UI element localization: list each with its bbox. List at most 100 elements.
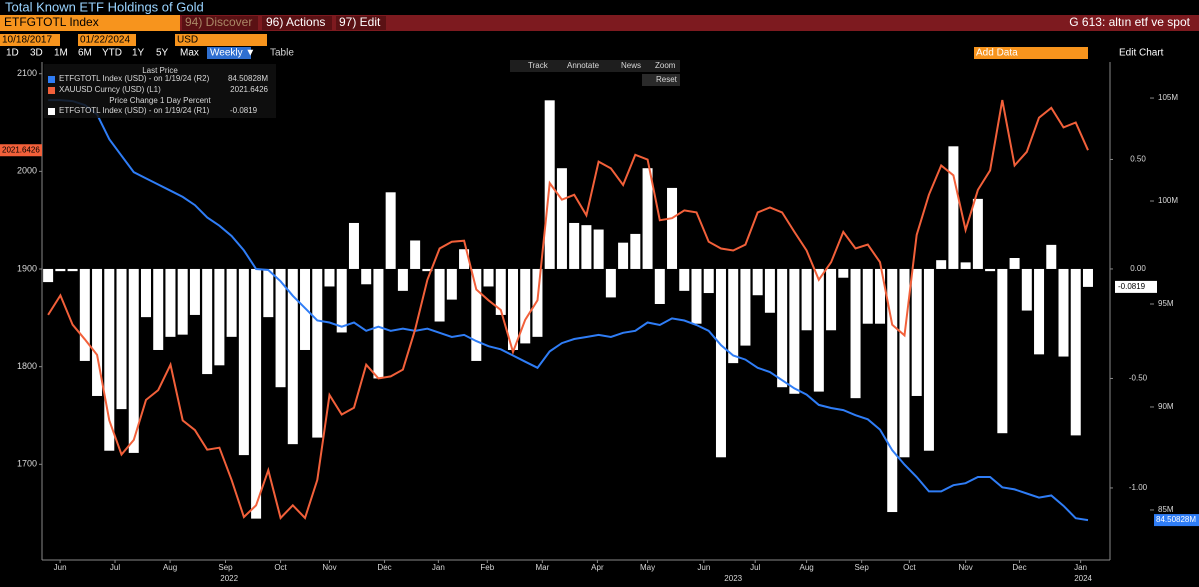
- tool-button[interactable]: Zoom: [655, 61, 676, 70]
- y-tick-label: 2100: [17, 68, 37, 78]
- bar: [104, 268, 115, 451]
- legend-swatch: [48, 76, 55, 83]
- tool-button[interactable]: Annotate: [567, 61, 600, 70]
- x-tick-label: Dec: [377, 563, 391, 572]
- bar: [128, 268, 139, 453]
- legend-swatch: [48, 87, 55, 94]
- menu-item: 96) Actions: [266, 15, 325, 29]
- bar: [422, 268, 433, 272]
- end-date: 01/22/2024: [80, 35, 130, 46]
- last-value-tag: [0, 144, 42, 157]
- y-tick-label: 2000: [17, 166, 37, 176]
- bar: [569, 222, 580, 269]
- currency-field[interactable]: [175, 34, 267, 46]
- bar: [1058, 268, 1069, 357]
- table-button[interactable]: Table: [270, 48, 294, 59]
- period-button[interactable]: 6M: [78, 48, 92, 59]
- last-value: -0.0819: [1118, 282, 1146, 291]
- x-tick-label: Dec: [1012, 563, 1026, 572]
- currency: USD: [177, 35, 198, 46]
- add-data-field[interactable]: [974, 47, 1088, 59]
- bar: [373, 268, 384, 379]
- bar: [875, 268, 886, 324]
- bar: [483, 268, 494, 287]
- last-value-tag: [1154, 514, 1199, 527]
- period-button[interactable]: 3D: [30, 48, 43, 59]
- bar: [777, 268, 788, 388]
- bar: [899, 268, 910, 458]
- bar: [471, 268, 482, 361]
- bar: [79, 268, 90, 361]
- menu-item: 97) Edit: [339, 15, 381, 29]
- x-tick-label: Aug: [163, 563, 177, 572]
- y3-tick-label: 90M: [1158, 402, 1174, 411]
- x-tick-label: May: [640, 563, 655, 572]
- toolbar: [510, 60, 680, 72]
- year-label: 2024: [1074, 574, 1092, 583]
- bar: [593, 229, 604, 269]
- menu-button[interactable]: [182, 16, 258, 30]
- bar: [642, 168, 653, 269]
- bar: [850, 268, 861, 399]
- bar: [336, 268, 347, 333]
- edit-chart[interactable]: Edit Chart: [1119, 48, 1164, 59]
- bar: [911, 268, 922, 396]
- tool-button[interactable]: News: [621, 61, 641, 70]
- period-button[interactable]: Weekly ▼: [210, 48, 255, 59]
- last-value: 84.50828M: [1156, 515, 1196, 524]
- legend-swatch: [48, 108, 55, 115]
- period-button[interactable]: 1D: [6, 48, 19, 59]
- ticker-field[interactable]: [0, 15, 180, 31]
- bar: [263, 268, 274, 318]
- bar: [153, 268, 164, 350]
- bar: [605, 268, 616, 298]
- bar: [764, 268, 775, 313]
- bar: [667, 187, 678, 269]
- bar: [361, 268, 372, 285]
- bar: [1046, 244, 1057, 269]
- menu-button[interactable]: [262, 16, 332, 30]
- bar: [887, 268, 898, 513]
- y2-tick-label: 0.50: [1130, 155, 1146, 164]
- x-tick-label: Oct: [903, 563, 916, 572]
- bar: [1009, 258, 1020, 269]
- x-tick-label: Sep: [218, 563, 233, 572]
- menu-button[interactable]: [336, 16, 386, 30]
- date-field[interactable]: [78, 34, 136, 46]
- bar: [532, 268, 543, 337]
- y-tick-label: 1900: [17, 263, 37, 273]
- tool-button[interactable]: Track: [528, 61, 549, 70]
- bar: [410, 240, 421, 269]
- bar: [985, 268, 996, 272]
- legend-title: Price Change 1 Day Percent: [109, 96, 211, 105]
- period-button[interactable]: 1Y: [132, 48, 145, 59]
- reset: Reset: [656, 75, 678, 84]
- period-button[interactable]: 1M: [54, 48, 68, 59]
- bar: [226, 268, 237, 337]
- last-value-tag: [1115, 280, 1157, 293]
- x-tick-label: Nov: [322, 563, 336, 572]
- bar: [43, 268, 54, 283]
- year-label: 2022: [220, 574, 238, 583]
- bar: [654, 268, 665, 304]
- bar: [801, 268, 812, 331]
- y3-tick-label: 95M: [1158, 299, 1174, 308]
- bar: [312, 268, 323, 438]
- legend-title: Last Price: [142, 66, 178, 75]
- bar: [275, 268, 286, 388]
- date-field[interactable]: [0, 34, 60, 46]
- legend-value: -0.0819: [230, 106, 258, 115]
- period-button[interactable]: Max: [180, 48, 199, 59]
- bar: [67, 268, 78, 272]
- x-tick-label: Oct: [274, 563, 287, 572]
- period-button[interactable]: YTD: [102, 48, 122, 59]
- bar: [618, 242, 629, 269]
- legend-label: XAUUSD Curncy (USD) (L1): [59, 85, 161, 94]
- period-button[interactable]: 5Y: [156, 48, 169, 59]
- reset-button[interactable]: [642, 74, 680, 86]
- x-tick-label: Jul: [110, 563, 120, 572]
- y-tick-label: 1700: [17, 459, 37, 469]
- bar: [140, 268, 151, 318]
